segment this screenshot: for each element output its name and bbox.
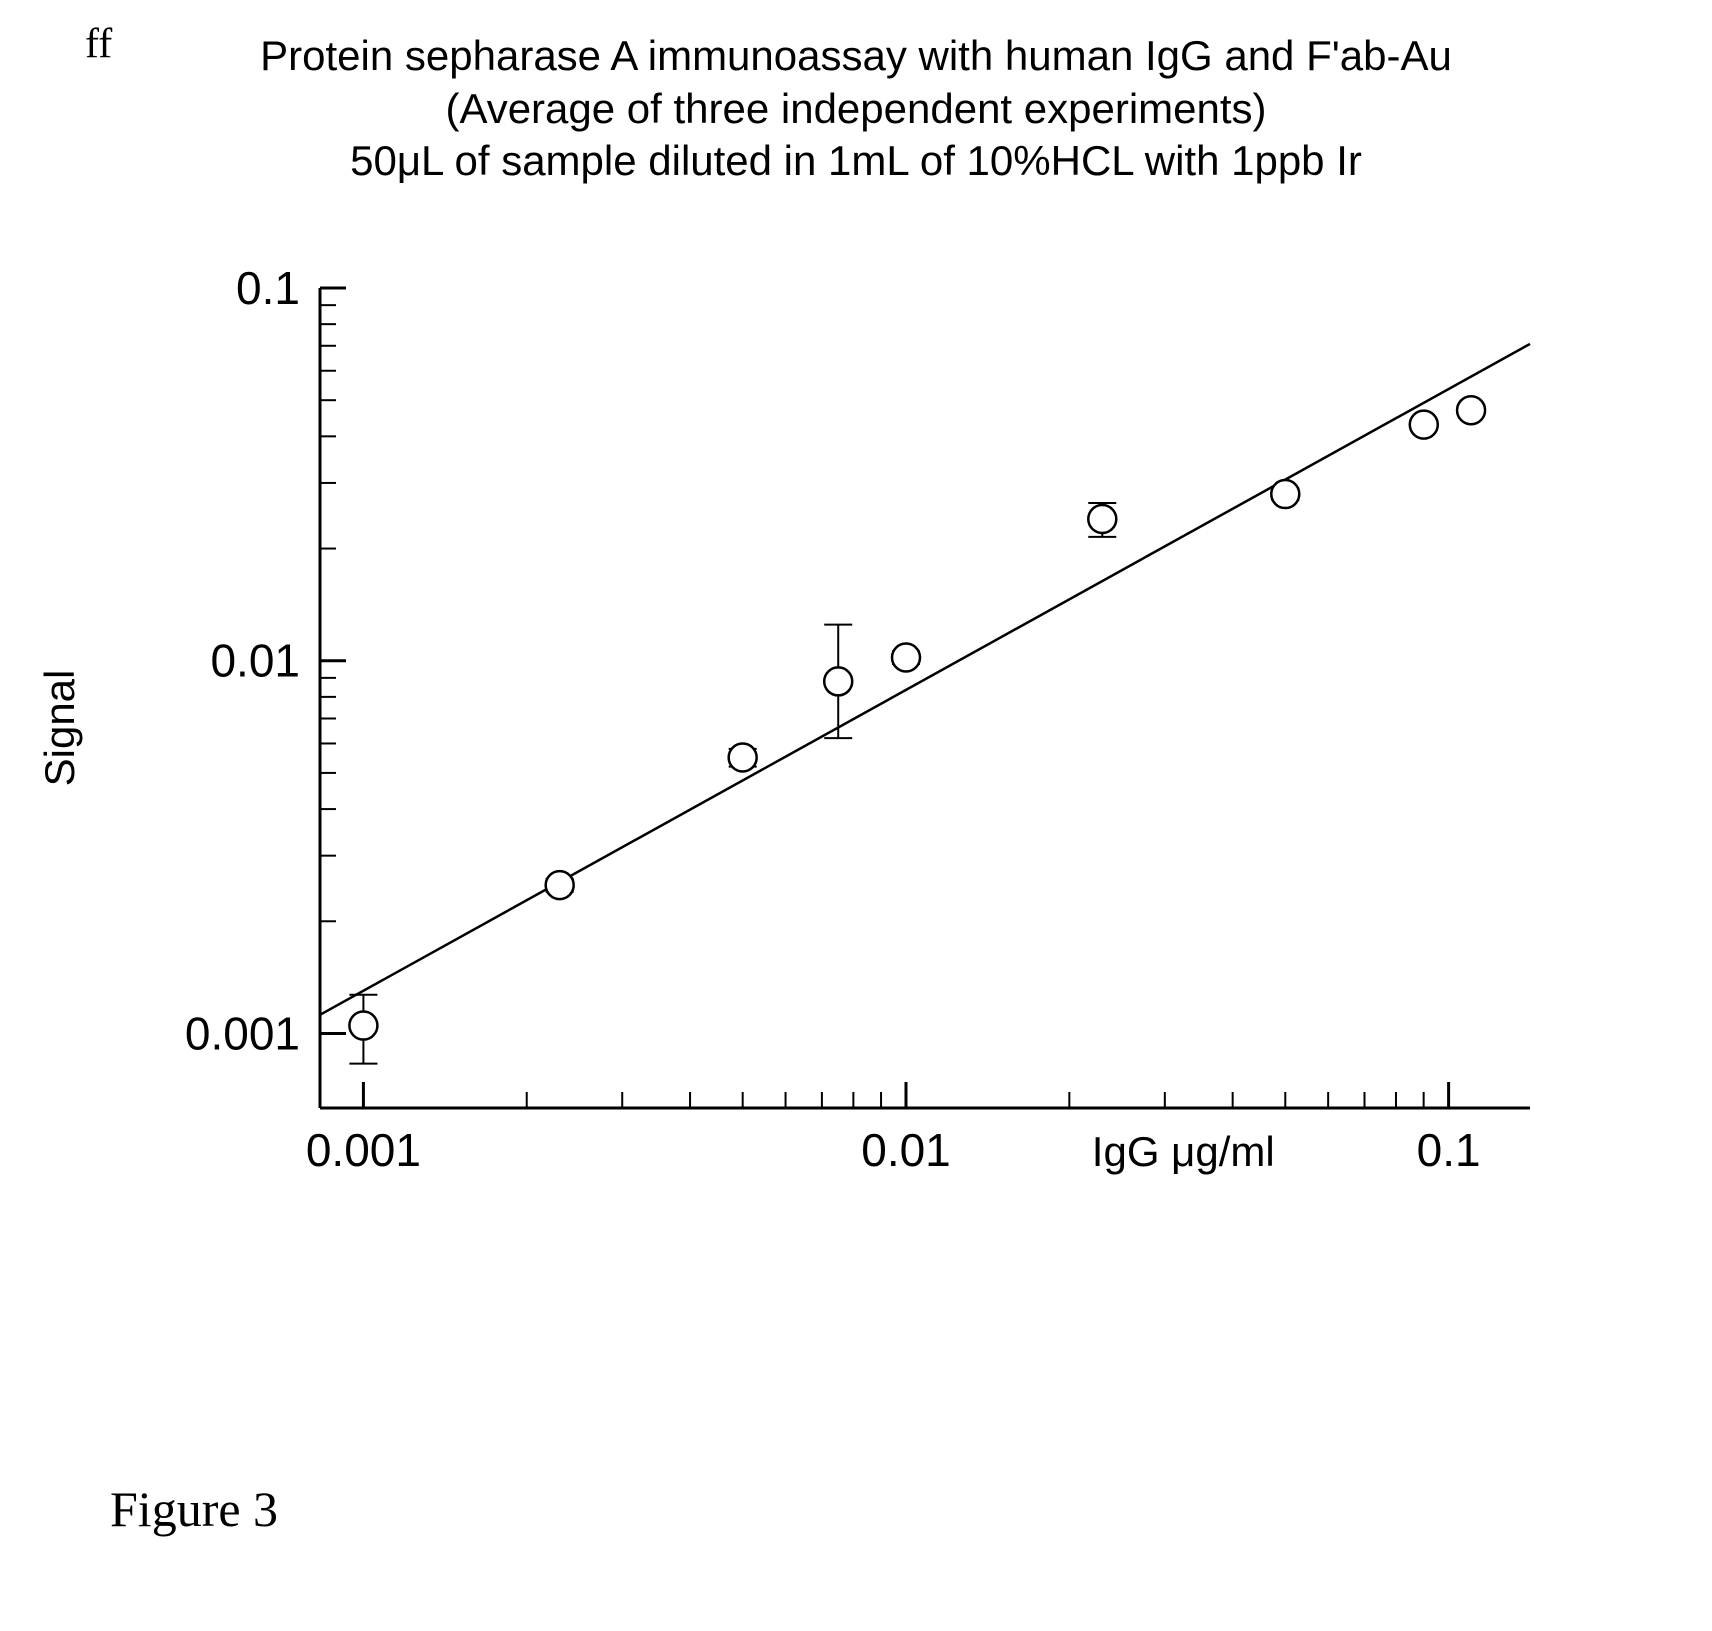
chart-title-block: Protein sepharase A immunoassay with hum… <box>56 30 1656 188</box>
corner-text: ff <box>85 20 112 68</box>
data-point <box>546 871 574 899</box>
data-point <box>1457 396 1485 424</box>
title-line-2: (Average of three independent experiment… <box>56 83 1656 136</box>
data-point <box>729 743 757 771</box>
data-point <box>1410 410 1438 438</box>
chart-container: Signal 0.0010.010.10.0010.010.1IgG μg/ml <box>100 228 1600 1228</box>
data-point <box>1088 505 1116 533</box>
x-tick-label: 0.1 <box>1417 1124 1481 1176</box>
x-axis-label: IgG μg/ml <box>1092 1128 1275 1175</box>
y-axis-label: Signal <box>36 669 84 786</box>
data-point <box>892 643 920 671</box>
title-line-1: Protein sepharase A immunoassay with hum… <box>56 30 1656 83</box>
page-root: ff Protein sepharase A immunoassay with … <box>0 0 1712 1631</box>
title-line-3: 50μL of sample diluted in 1mL of 10%HCL … <box>56 135 1656 188</box>
data-point <box>1271 480 1299 508</box>
chart-svg: 0.001 0.01 0.1 0.001 0.01 0.1 IgG μg/ml <box>100 228 1600 1228</box>
x-tick-label: 0.01 <box>861 1124 951 1176</box>
y-tick-label: 0.01 <box>210 634 300 686</box>
fit-line <box>320 343 1530 1014</box>
data-point <box>824 667 852 695</box>
figure-caption: Figure 3 <box>110 1480 278 1538</box>
y-tick-label: 0.1 <box>236 262 300 314</box>
data-point <box>349 1011 377 1039</box>
y-tick-label: 0.001 <box>185 1007 300 1059</box>
x-tick-label: 0.001 <box>306 1124 421 1176</box>
